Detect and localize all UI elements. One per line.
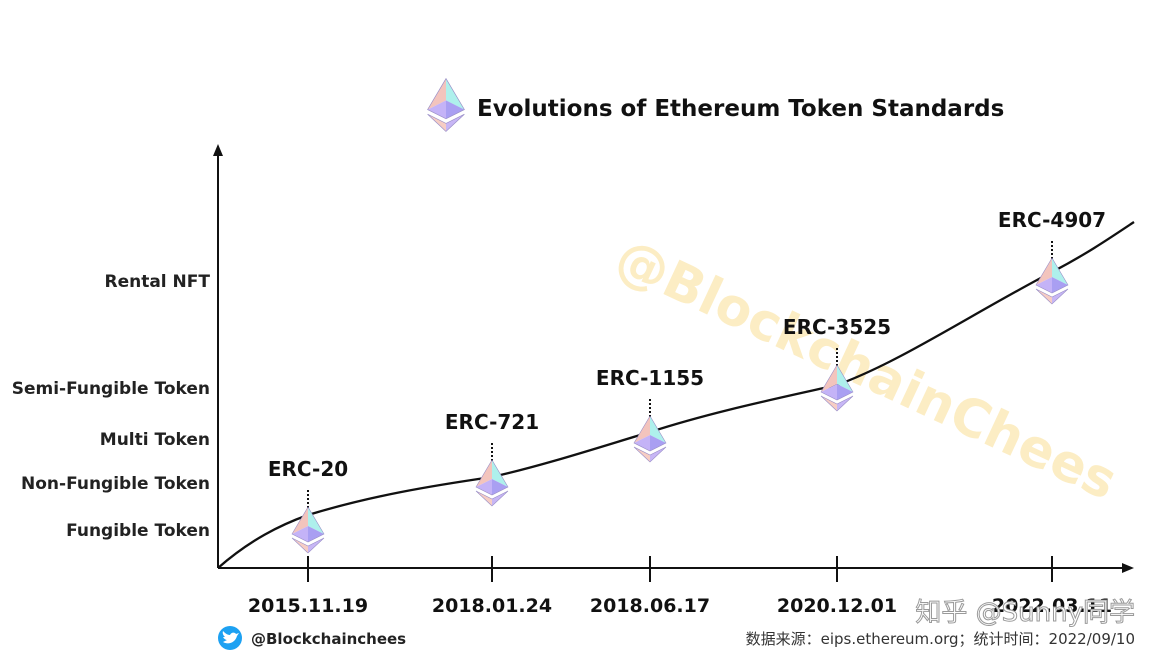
x-axis-arrow — [1122, 563, 1134, 573]
y-tick-label: Non-Fungible Token — [21, 474, 210, 494]
data-source: 数据来源：eips.ethereum.org；统计时间：2022/09/10 — [746, 630, 1135, 648]
data-point-label: ERC-1155 — [596, 366, 704, 390]
data-point-label: ERC-3525 — [783, 315, 891, 339]
twitter-handle: @Blockchainchees — [251, 630, 406, 648]
x-tick-label: 2018.06.17 — [590, 595, 710, 617]
zhihu-watermark: 知乎 @Sunny同学 — [915, 598, 1135, 628]
x-tick-label: 2015.11.19 — [248, 595, 368, 617]
data-point-marker — [291, 506, 325, 554]
data-point-marker — [475, 459, 509, 507]
x-tick-label: 2020.12.01 — [777, 595, 897, 617]
y-axis-arrow — [213, 144, 223, 156]
y-tick-label: Fungible Token — [66, 521, 210, 541]
y-tick-label: Multi Token — [100, 430, 210, 450]
y-tick-label: Rental NFT — [104, 272, 210, 292]
y-tick-label: Semi-Fungible Token — [12, 379, 210, 399]
data-point-label: ERC-20 — [268, 457, 348, 481]
data-point-label: ERC-4907 — [998, 208, 1106, 232]
data-point-label: ERC-721 — [445, 410, 539, 434]
chart-title: Evolutions of Ethereum Token Standards — [477, 96, 1004, 122]
data-point-marker — [633, 415, 667, 463]
ethereum-logo-icon — [427, 78, 465, 132]
x-tick-label: 2018.01.24 — [432, 595, 552, 617]
x-tick-label: 2022.03.11 — [992, 595, 1112, 617]
